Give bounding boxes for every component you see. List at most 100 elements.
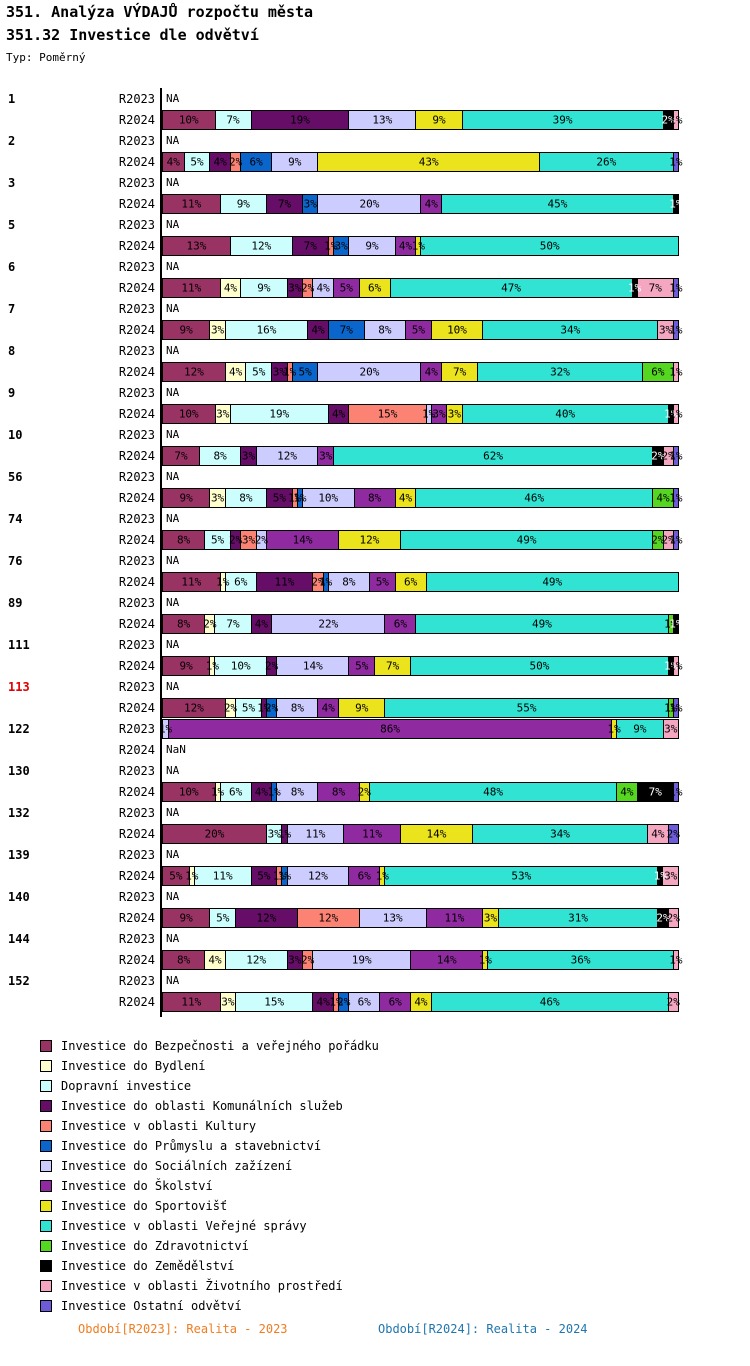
chart-row: 111 R2023 NA [0, 634, 690, 655]
bar-segment: 46% [415, 488, 653, 507]
bar-segment: 1% [669, 320, 682, 339]
bar-segment: 1% [412, 236, 425, 255]
chart-row: 6 R2023 NA [0, 256, 690, 277]
segment-value-label: 2% [656, 911, 670, 924]
bar-segment: 4% [327, 404, 349, 423]
bar-segment: 3% [657, 320, 673, 339]
group-id-label: 10 [8, 427, 23, 442]
segment-value-label: 7% [648, 785, 662, 798]
chart-row: R2024 10% 1% 6% 4% 1% 8% 8% 2% 48% 4% 7% 1% [0, 781, 690, 802]
segment-value-label: 5% [210, 533, 225, 546]
segment-value-label: 5% [339, 281, 353, 294]
bar-segment: 9% [271, 152, 318, 171]
legend-item: Investice do Sociálních zažízení [40, 1156, 379, 1176]
group-74: 74 R2023 NA R2024 8% 5% 2% 3% 2% 14% 12% 49% 2% 2% 1% [0, 508, 690, 550]
legend-label: Investice do Sportovišť [61, 1199, 228, 1213]
segment-value-label: 2% [265, 701, 279, 714]
bar-cell: 9% 3% 16% 4% 7% 8% 5% 10% 34% 3% 1% [160, 319, 684, 340]
bar-segment: 1% [278, 824, 291, 843]
legend-swatch [40, 1060, 52, 1072]
segment-value-label: 3% [241, 533, 256, 546]
group-89: 89 R2023 NA R2024 8% 2% 7% 4% 22% 6% 49% 1% 1% [0, 592, 690, 634]
bar-segment: 9% [338, 698, 385, 717]
segment-value-label: 9% [236, 197, 250, 210]
bar-segment: 13% [163, 236, 230, 255]
segment-value-label: 5% [252, 365, 266, 378]
bar-cell: 9% 3% 8% 5% 1% 1% 10% 8% 4% 46% 4% 1% [160, 487, 684, 508]
segment-value-label: 5% [411, 323, 425, 336]
period-label: R2023 [118, 931, 155, 946]
segment-value-label: 2% [661, 449, 675, 462]
stacked-bar: 20% 3% 1% 11% 11% 14% 34% 4% 2% [162, 823, 680, 844]
na-text: NA [166, 134, 180, 147]
bar-segment: 1% [422, 404, 435, 423]
bar-segment: 4% [410, 992, 431, 1011]
bar-segment: 1% [669, 530, 682, 549]
period-label: R2024 [118, 196, 155, 211]
bar-segment: 8% [163, 614, 205, 633]
segment-value-label: 11% [181, 575, 202, 588]
legend-item: Investice do Bydlení [40, 1056, 379, 1076]
segment-value-label: 1% [216, 575, 230, 588]
bar-segment: 1% [669, 110, 683, 129]
segment-value-label: 43% [418, 155, 439, 168]
stacked-bar: 9% 1% 10% 2% 14% 5% 7% 50% 1% 1% [162, 655, 683, 676]
bar-segment: 3% [286, 278, 303, 297]
bar-segment: 2% [656, 908, 670, 927]
group-5: 5 R2023 NA R2024 13% 12% 7% 1% 3% 9% 4% 1% 50% [0, 214, 690, 256]
segment-value-label: 3% [483, 911, 498, 924]
bar-segment: 1% [664, 404, 677, 423]
bar-segment: 4% [163, 152, 184, 171]
bar-cell: 1% 86% 1% 9% 3% [159, 718, 684, 739]
segment-value-label: 11% [305, 827, 326, 840]
segment-value-label: 49% [516, 533, 537, 546]
bar-segment: 5% [265, 488, 292, 507]
group-id-label: 76 [8, 553, 23, 568]
na-text: NA [166, 974, 180, 987]
group-139: 139 R2023 NA R2024 5% 1% 11% 5% 1% 1% 12% 6% 1% 53% 1%… [0, 844, 690, 886]
period-label: R2023 [118, 343, 155, 358]
bar-segment: 20% [163, 824, 266, 843]
stacked-bar: 12% 4% 5% 3% 1% 5% 20% 4% 7% 32% 6% 1% [162, 361, 682, 382]
period-label: R2023 [118, 973, 155, 988]
stacked-bar: 8% 5% 2% 3% 2% 14% 12% 49% 2% 2% 1% [162, 529, 682, 550]
period-label: R2023 [118, 301, 155, 316]
segment-value-label: 1% [607, 722, 621, 735]
chart-row: 130 R2023 NA [0, 760, 690, 781]
bar-segment: 1% [319, 572, 332, 591]
bar-segment: 7% [441, 362, 478, 381]
bar-cell: NA [160, 298, 684, 319]
bar-segment: 15% [235, 992, 313, 1011]
footer-period-r2023: Období[R2023]: Realita - 2023 [78, 1322, 288, 1336]
segment-value-label: 3% [288, 953, 302, 966]
chart-row: 3 R2023 NA [0, 172, 690, 193]
bar-segment: 4% [219, 278, 241, 297]
bar-cell: NA [160, 634, 684, 655]
group-id-label: 2 [8, 133, 16, 148]
segment-value-label: 3% [658, 323, 673, 336]
bar-segment: 1% [664, 656, 677, 675]
chart-row: 144 R2023 NA [0, 928, 690, 949]
stacked-bar: 9% 5% 12% 12% 13% 11% 3% 31% 2% 2% [162, 907, 680, 928]
segment-value-label: 4% [398, 491, 413, 504]
bar-segment: 6% [394, 572, 426, 591]
segment-value-label: 9% [365, 239, 379, 252]
group-113: 113 R2023 NA R2024 12% 2% 5% 1% 2% 8% 4% 9% 55% 1% 1% [0, 676, 690, 718]
segment-value-label: 4% [166, 155, 180, 168]
segment-value-label: 9% [179, 659, 193, 672]
group-id-label: 130 [8, 763, 30, 778]
axis-line-tail [160, 1012, 162, 1017]
bar-segment: 7% [636, 278, 673, 297]
segment-value-label: 9% [288, 155, 302, 168]
bar-segment: 2% [337, 992, 350, 1011]
segment-value-label: 4% [331, 407, 346, 420]
bar-segment: 5% [348, 656, 375, 675]
bar-segment: 11% [343, 824, 400, 843]
legend: Investice do Bezpečnosti a veřejného poř… [40, 1036, 379, 1316]
stacked-bar: 11% 9% 7% 3% 20% 4% 45% 1% [162, 193, 683, 214]
chart-row: R2024 8% 2% 7% 4% 22% 6% 49% 1% 1% [0, 613, 690, 634]
period-label: R2024 [118, 784, 155, 799]
bar-segment: 2% [651, 446, 664, 465]
bar-segment: 4% [317, 698, 339, 717]
